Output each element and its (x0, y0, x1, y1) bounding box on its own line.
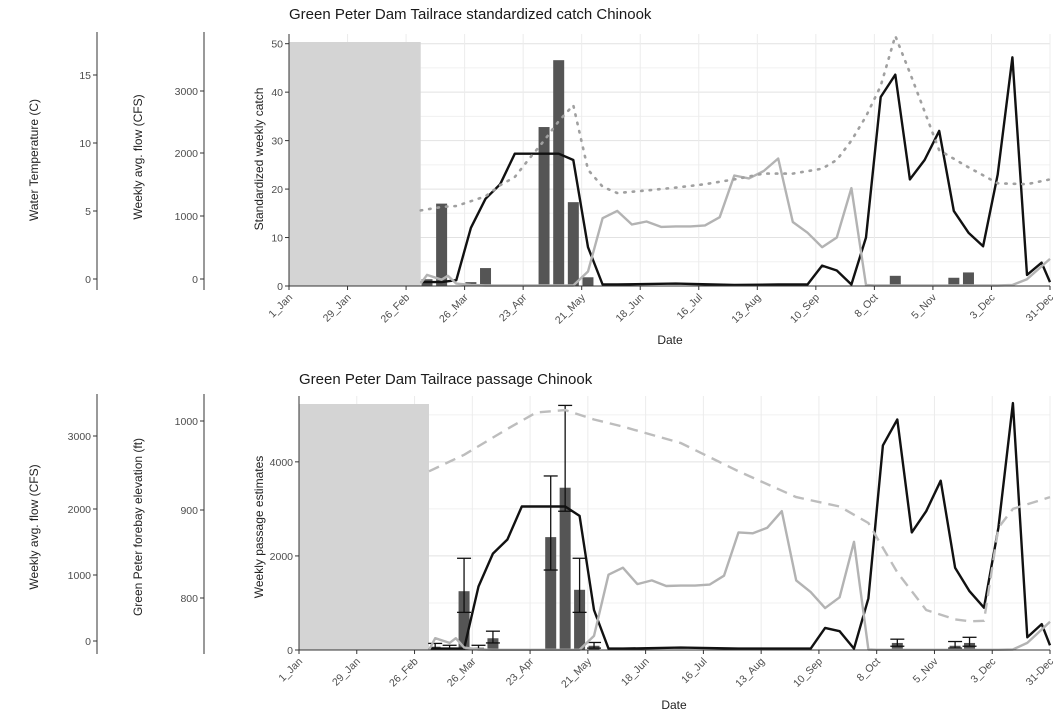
chart1-x-tick-label: 26_Feb (379, 292, 413, 326)
chart1-bar (480, 268, 492, 286)
chart1-side-axis2-tick-label: 0 (192, 274, 198, 286)
chart2-bar (487, 638, 499, 650)
chart1-side-axis1-tick-label: 5 (85, 206, 91, 218)
chart1-side-axis2-tick-label: 3000 (175, 86, 199, 98)
chart1-y-tick-label: 30 (271, 136, 283, 148)
chart1-bar (436, 203, 448, 286)
chart1-x-tick-label: 31-Dec (1024, 292, 1056, 324)
chart2-side-axis2-tick-label: 900 (180, 505, 198, 517)
chart1-title: Green Peter Dam Tailrace standardized ca… (289, 6, 652, 23)
chart2-y-label: Weekly passage estimates (252, 456, 266, 599)
chart1-bar (889, 275, 901, 286)
chart1-x-tick-label: 29_Jan (321, 292, 354, 325)
chart1-side-axis2-label: Weekly avg. flow (CFS) (131, 94, 145, 219)
chart1-x-label: Date (657, 333, 683, 347)
chart2-y-tick-label: 0 (287, 645, 293, 657)
chart2-x-tick-label: 26_Feb (387, 656, 421, 690)
chart1-bar (538, 127, 550, 287)
chart1-series-black-solid (420, 56, 1052, 287)
chart2-shaded-region (299, 404, 429, 650)
chart2-side-axis1-tick-label: 1000 (68, 570, 92, 582)
chart2-x-tick-label: 10_Sep (791, 656, 825, 690)
chart1-y-tick-label: 10 (271, 233, 283, 245)
chart1-y-tick-label: 20 (271, 184, 283, 196)
chart1-x-tick-label: 1_Jan (266, 292, 295, 321)
chart2-x-tick-label: 8_Oct (855, 656, 883, 684)
chart1-x-tick-label: 8_Oct (852, 292, 880, 320)
chart1-x-tick-label: 26_Mar (437, 291, 471, 325)
chart2-x-tick-label: 31-Dec (1024, 656, 1056, 688)
chart2-y-tick-label: 4000 (270, 457, 294, 469)
chart1-shaded-region (289, 42, 421, 286)
chart2-side-axis2-label: Green Peter forebay elevation (ft) (131, 438, 145, 616)
chart2-x-tick-label: 29_Jan (330, 656, 363, 689)
chart2-bar (574, 589, 586, 650)
chart1-x-tick-label: 21_May (553, 291, 588, 326)
chart2-side-axis1-label: Weekly avg. flow (CFS) (27, 464, 41, 589)
chart1-x-tick-label: 18_Jun (614, 292, 647, 325)
chart1-side-axis1-tick-label: 15 (79, 70, 91, 82)
chart1-side-axis2-tick-label: 2000 (175, 148, 199, 160)
chart1-x-tick-label: 5_Nov (909, 291, 939, 321)
chart1-side-axis1-tick-label: 0 (85, 274, 91, 286)
chart2-x-tick-label: 13_Aug (733, 656, 767, 690)
chart2-y-tick-label: 2000 (270, 551, 294, 563)
chart1-y-tick-label: 40 (271, 87, 283, 99)
chart2-series-gray-dashed (428, 408, 1051, 623)
chart1-x-tick-label: 23_Apr (497, 291, 530, 324)
chart1-series-gray-dotted (419, 34, 1052, 212)
chart1-bar (553, 60, 565, 286)
chart2-bar (545, 537, 557, 650)
chart1-x-tick-label: 10_Sep (788, 292, 822, 326)
chart1-x-tick-label: 13_Aug (729, 292, 763, 326)
chart2-x-tick-label: 1_Jan (276, 656, 305, 685)
chart1-bar (582, 277, 594, 286)
chart1-x-tick-label: 3_Dec (968, 292, 998, 322)
chart1-y-tick-label: 0 (277, 281, 283, 293)
chart1-side-axis1-label: Water Temperature (C) (27, 99, 41, 221)
chart2-x-tick-label: 16_Jul (679, 656, 709, 686)
chart2-bar (559, 487, 571, 650)
chart2-x-tick-label: 21_May (559, 655, 594, 690)
chart2-side-axis1-tick-label: 0 (85, 636, 91, 648)
chart1-bar (567, 202, 579, 286)
chart2-series-black-solid (429, 401, 1052, 650)
chart2-bar (458, 591, 470, 650)
chart2-side-axis1-tick-label: 3000 (68, 431, 92, 443)
chart2-x-tick-label: 5_Nov (911, 655, 941, 685)
chart1-y-label: Standardized weekly catch (252, 88, 266, 231)
chart2-side-axis2-tick-label: 1000 (175, 416, 199, 428)
chart1-x-tick-label: 16_Jul (675, 292, 705, 322)
chart1-side-axis1-tick-label: 10 (79, 138, 91, 150)
chart2-x-tick-label: 26_Mar (445, 655, 479, 689)
chart1-y-tick-label: 50 (271, 39, 283, 51)
chart1-bar (962, 272, 974, 286)
chart1-side-axis2-tick-label: 1000 (175, 211, 199, 223)
chart2-title: Green Peter Dam Tailrace passage Chinook (299, 371, 593, 388)
chart2-x-tick-label: 3_Dec (968, 656, 998, 686)
chart2-side-axis1-tick-label: 2000 (68, 504, 92, 516)
chart2-x-tick-label: 23_Apr (504, 655, 537, 688)
chart2-series-gray-solid (427, 510, 1051, 651)
chart1-bar (948, 277, 960, 286)
chart2-x-label: Date (661, 698, 687, 712)
chart2-x-tick-label: 18_Jun (619, 656, 652, 689)
chart2-side-axis2-tick-label: 800 (180, 593, 198, 605)
